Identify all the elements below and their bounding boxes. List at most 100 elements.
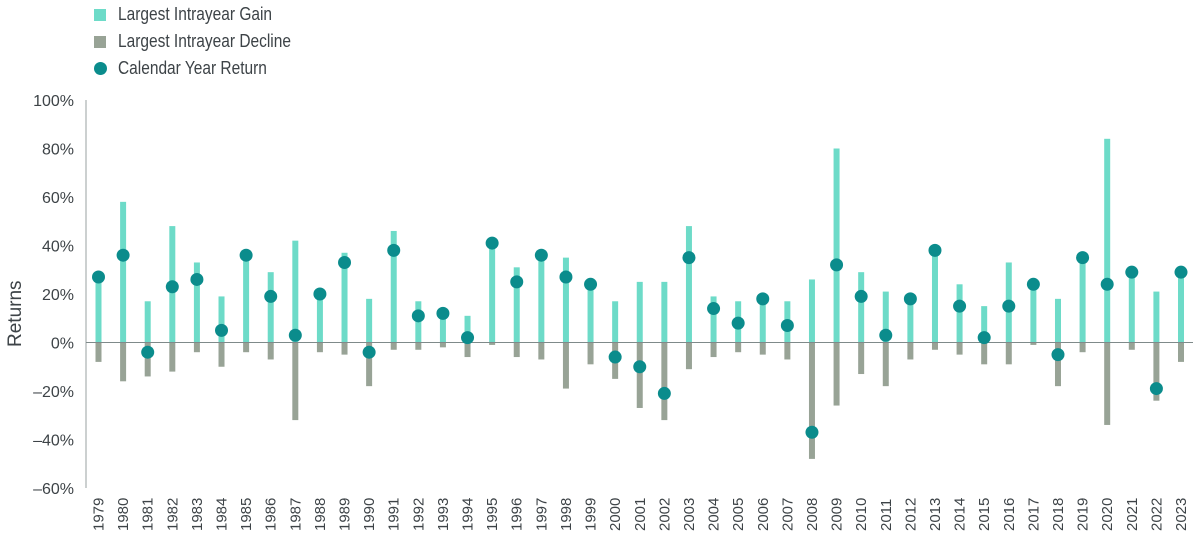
decline-bar (1005, 342, 1012, 365)
decline-bar (1104, 342, 1111, 425)
x-tick-label: 1996 (509, 498, 526, 531)
x-tick-label: 2023 (1173, 498, 1190, 531)
y-tick-label: 20% (42, 287, 74, 304)
decline-bar (981, 342, 988, 365)
decline-bar (661, 342, 668, 421)
gain-bar (538, 250, 545, 343)
x-tick-label: 2007 (779, 498, 796, 531)
x-tick-label: 2016 (1001, 498, 1018, 531)
return-dot (338, 255, 352, 269)
return-dot (1174, 265, 1188, 279)
gain-bar (858, 272, 865, 343)
x-tick-label: 1988 (312, 498, 329, 531)
return-dot (313, 287, 327, 301)
x-tick-label: 1979 (91, 498, 108, 531)
return-dot (1100, 277, 1114, 291)
decline-bar (833, 342, 840, 406)
decline-bar (882, 342, 889, 387)
gain-bar (808, 279, 815, 343)
y-tick-label: –40% (33, 433, 74, 450)
gain-bar (1104, 138, 1111, 343)
decline-bar (169, 342, 176, 372)
return-dot (165, 280, 179, 294)
x-tick-label: 1990 (361, 498, 378, 531)
return-dot (387, 243, 401, 257)
decline-bar (685, 342, 692, 370)
legend-item-gain: Largest Intrayear Gain (94, 1, 319, 28)
gain-bar (833, 148, 840, 343)
decline-bar (341, 342, 348, 355)
decline-bar (1128, 342, 1135, 350)
decline-bar (193, 342, 200, 353)
decline-bar (267, 342, 274, 360)
gain-bar (218, 296, 225, 343)
return-dot (239, 248, 253, 262)
x-tick-label: 2015 (976, 498, 993, 531)
gain-bar (292, 240, 299, 343)
gain-bar (390, 230, 397, 343)
gain-bar (685, 226, 692, 343)
gain-bar (931, 252, 938, 343)
x-tick-label: 2008 (804, 498, 821, 531)
legend-item-return: Calendar Year Return (94, 55, 319, 82)
decline-bar (489, 342, 496, 345)
return-dot (977, 331, 991, 345)
gain-bar (1153, 291, 1160, 343)
gain-bar (513, 267, 520, 343)
decline-bar (735, 342, 742, 353)
return-dot (1125, 265, 1139, 279)
return-dot (1051, 348, 1065, 362)
x-tick-label: 1995 (484, 498, 501, 531)
x-tick-label: 2012 (902, 498, 919, 531)
return-dot (633, 360, 647, 374)
x-tick-label: 2022 (1148, 498, 1165, 531)
legend-dot-return (94, 62, 107, 75)
gain-bar (882, 291, 889, 343)
x-tick-label: 2011 (878, 499, 895, 531)
return-dot (141, 345, 155, 359)
return-dot (510, 275, 524, 289)
decline-bar (956, 342, 963, 355)
return-dot (485, 236, 499, 250)
y-tick-label: –20% (33, 384, 74, 401)
gain-bar (956, 284, 963, 343)
gain-bar (120, 201, 127, 343)
gain-bar (907, 294, 914, 343)
return-dot (215, 323, 229, 337)
gain-bar (316, 294, 323, 343)
return-dot (1076, 251, 1090, 265)
x-tick-label: 1987 (287, 498, 304, 531)
return-dot (584, 277, 598, 291)
return-dot (608, 350, 622, 364)
return-dot (436, 306, 450, 320)
decline-bar (513, 342, 520, 358)
x-tick-label: 2013 (927, 498, 944, 531)
x-tick-label: 2014 (952, 498, 969, 531)
gain-bar (1030, 286, 1037, 343)
y-tick-label: 80% (42, 142, 74, 159)
return-dot (830, 258, 844, 272)
x-tick-label: 2002 (656, 498, 673, 531)
gain-bar (612, 301, 619, 343)
decline-bar (562, 342, 569, 389)
decline-bar (858, 342, 865, 375)
gain-bar (341, 252, 348, 343)
return-dot (928, 243, 942, 257)
x-tick-label: 2020 (1099, 498, 1116, 531)
decline-bar (759, 342, 766, 355)
return-dot (559, 270, 573, 284)
return-dot (756, 292, 770, 306)
x-tick-label: 1999 (583, 498, 600, 531)
legend-item-decline: Largest Intrayear Decline (94, 28, 319, 55)
gain-bar (464, 315, 471, 343)
return-dot (362, 345, 376, 359)
x-tick-label: 1998 (558, 498, 575, 531)
x-tick-label: 1980 (115, 498, 132, 531)
x-tick-label: 2018 (1050, 498, 1067, 531)
legend-label-gain: Largest Intrayear Gain (118, 4, 273, 24)
x-tick-label: 2001 (632, 498, 649, 531)
decline-bar (1054, 342, 1061, 387)
y-tick-label: –60% (33, 481, 74, 498)
gain-bar (439, 310, 446, 343)
